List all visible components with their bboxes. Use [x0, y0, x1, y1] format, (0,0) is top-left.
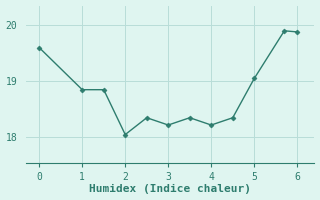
X-axis label: Humidex (Indice chaleur): Humidex (Indice chaleur): [89, 184, 252, 194]
